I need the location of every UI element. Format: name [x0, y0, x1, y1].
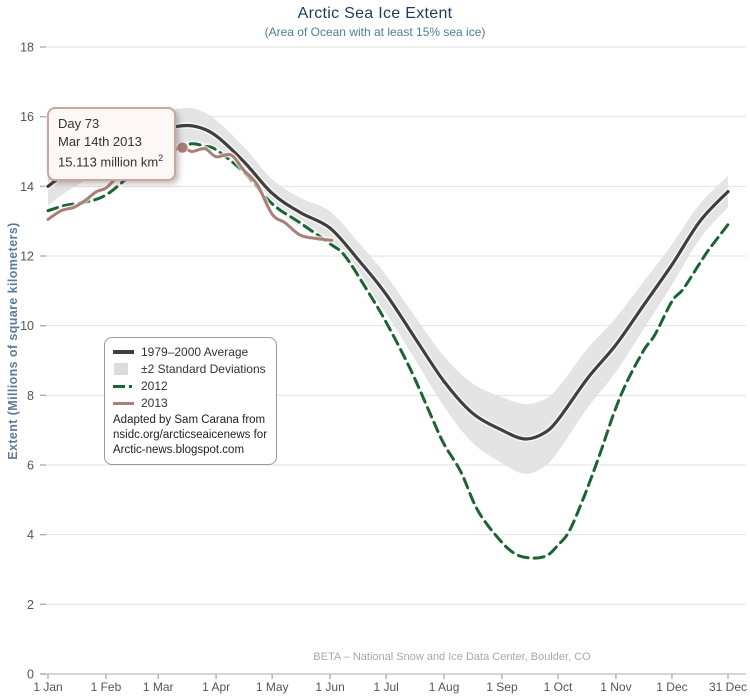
- highlighted-point[interactable]: [176, 141, 189, 154]
- y-tick-label-2: 2: [27, 598, 34, 612]
- x-tick-label-0: 1 Jan: [33, 680, 62, 694]
- x-tick-label-1: 1 Feb: [91, 680, 122, 694]
- legend-label-average: 1979–2000 Average: [141, 345, 249, 359]
- y-tick-label-6: 6: [27, 459, 34, 473]
- data-point-tooltip: Day 73 Mar 14th 2013 15.113 million km2: [47, 107, 177, 181]
- legend-item-average: 1979–2000 Average: [113, 345, 267, 359]
- x-tick-label-8: 1 Sep: [486, 680, 518, 694]
- tooltip-value: 15.113 million km2: [58, 152, 164, 170]
- chart-legend: 1979–2000 Average ±2 Standard Deviations…: [104, 337, 278, 465]
- x-tick-label-11: 1 Dec: [656, 680, 687, 694]
- x-tick-label-2: 1 Mar: [143, 680, 174, 694]
- tooltip-date: Mar 14th 2013: [58, 134, 142, 150]
- attribution-line-2: nsidc.org/arcticseaicenews for: [113, 428, 268, 441]
- attribution-text: Adapted by Sam Carana from nsidc.org/arc…: [113, 413, 267, 458]
- y-tick-label-10: 10: [20, 319, 34, 333]
- x-tick-label-7: 1 Aug: [429, 680, 460, 694]
- band-swatch: [113, 363, 135, 375]
- legend-item-std-deviations: ±2 Standard Deviations: [113, 362, 267, 376]
- x-tick-label-4: 1 May: [256, 680, 289, 694]
- legend-label-2013: 2013: [141, 396, 168, 410]
- line-2012-swatch: [113, 384, 135, 388]
- x-tick-label-6: 1 Jul: [373, 680, 398, 694]
- tooltip-day: Day 73: [58, 116, 100, 131]
- y-tick-label-16: 16: [20, 110, 34, 124]
- chart-subtitle: (Area of Ocean with at least 15% sea ice…: [264, 25, 486, 39]
- x-tick-label-10: 1 Nov: [600, 680, 631, 694]
- x-tick-label-3: 1 Apr: [202, 680, 230, 694]
- attribution-line-3: Arctic-news.blogspot.com: [113, 443, 245, 456]
- legend-item-2013: 2013: [113, 396, 267, 410]
- legend-label-std-deviations: ±2 Standard Deviations: [141, 362, 266, 376]
- chart-title: Arctic Sea Ice Extent: [297, 5, 453, 22]
- line-2013-swatch: [113, 401, 135, 405]
- y-tick-label-8: 8: [27, 389, 34, 403]
- legend-label-2012: 2012: [141, 379, 168, 393]
- data-source-note: BETA – National Snow and Ice Data Center…: [313, 651, 591, 663]
- x-tick-label-9: 1 Oct: [544, 680, 573, 694]
- attribution-line-1: Adapted by Sam Carana from: [113, 414, 266, 426]
- y-tick-label-14: 14: [20, 180, 34, 194]
- y-tick-label-18: 18: [20, 41, 34, 55]
- y-tick-label-12: 12: [20, 250, 34, 264]
- x-tick-label-12: 31 Dec: [709, 680, 747, 694]
- y-tick-label-4: 4: [27, 528, 34, 542]
- y-tick-label-0: 0: [27, 668, 34, 682]
- legend-item-2012: 2012: [113, 379, 267, 393]
- x-tick-label-5: 1 Jun: [315, 680, 344, 694]
- std-deviation-band: [48, 107, 728, 474]
- average-line-swatch: [113, 350, 135, 354]
